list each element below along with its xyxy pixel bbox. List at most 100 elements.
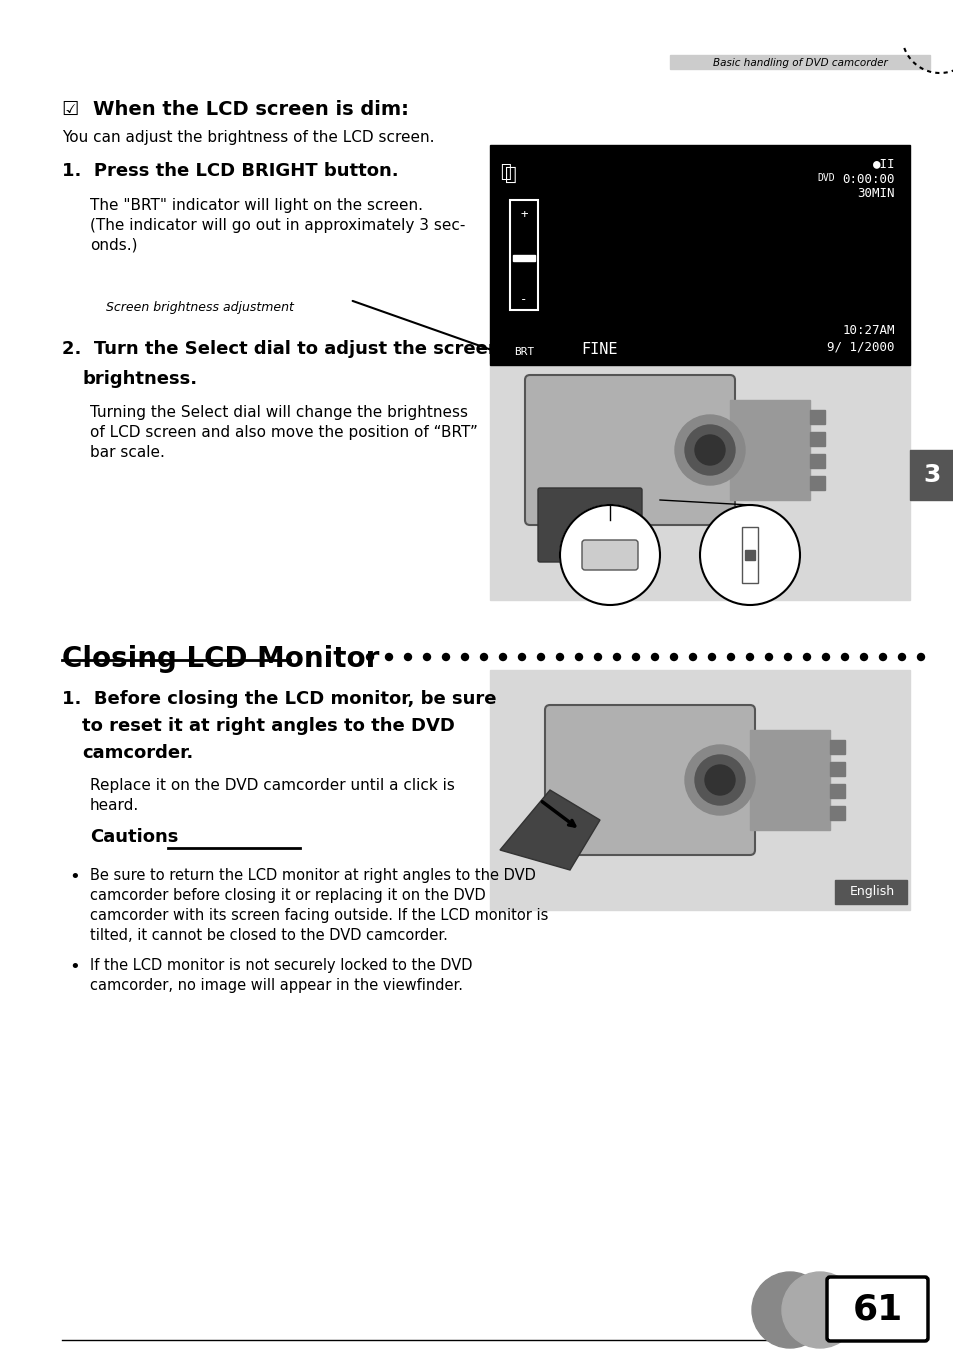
Circle shape — [480, 653, 487, 661]
Text: 🎥: 🎥 — [499, 164, 510, 181]
Circle shape — [821, 653, 828, 661]
Text: camcorder, no image will appear in the viewfinder.: camcorder, no image will appear in the v… — [90, 977, 462, 992]
Text: •: • — [70, 959, 80, 976]
Text: 2.  Turn the Select dial to adjust the screen: 2. Turn the Select dial to adjust the sc… — [62, 339, 500, 358]
Bar — [490, 145, 909, 365]
Text: •: • — [70, 868, 80, 886]
Bar — [829, 763, 844, 776]
Text: 61: 61 — [852, 1293, 902, 1326]
Circle shape — [385, 653, 392, 661]
Circle shape — [632, 653, 639, 661]
Circle shape — [613, 653, 619, 661]
Text: If the LCD monitor is not securely locked to the DVD: If the LCD monitor is not securely locke… — [90, 959, 472, 973]
Circle shape — [802, 653, 810, 661]
Text: camcorder.: camcorder. — [82, 744, 193, 763]
Circle shape — [518, 653, 525, 661]
Text: 10:27AM: 10:27AM — [841, 324, 894, 337]
Circle shape — [684, 745, 754, 815]
Text: bar scale.: bar scale. — [90, 445, 165, 460]
Text: Be sure to return the LCD monitor at right angles to the DVD: Be sure to return the LCD monitor at rig… — [90, 868, 536, 883]
Circle shape — [575, 653, 582, 661]
Bar — [809, 433, 824, 446]
Bar — [669, 55, 929, 69]
Circle shape — [594, 653, 601, 661]
FancyBboxPatch shape — [544, 704, 754, 854]
Circle shape — [651, 653, 658, 661]
Bar — [490, 339, 909, 600]
Text: ⬛: ⬛ — [504, 165, 517, 184]
Text: -: - — [519, 293, 527, 306]
Text: 1.  Press the LCD BRIGHT button.: 1. Press the LCD BRIGHT button. — [62, 162, 398, 180]
Circle shape — [442, 653, 449, 661]
FancyBboxPatch shape — [537, 488, 641, 562]
Circle shape — [745, 653, 753, 661]
Bar — [510, 200, 537, 310]
Bar — [490, 671, 909, 910]
Circle shape — [675, 415, 744, 485]
Text: 9/ 1/2000: 9/ 1/2000 — [826, 339, 894, 353]
Circle shape — [708, 653, 715, 661]
Bar — [809, 454, 824, 468]
Text: +: + — [519, 208, 527, 220]
Bar — [829, 784, 844, 798]
Circle shape — [404, 653, 411, 661]
Bar — [809, 410, 824, 425]
Text: to reset it at right angles to the DVD: to reset it at right angles to the DVD — [82, 717, 455, 735]
Text: Cautions: Cautions — [90, 827, 178, 846]
Bar — [834, 880, 906, 904]
Circle shape — [783, 653, 791, 661]
Circle shape — [689, 653, 696, 661]
FancyBboxPatch shape — [581, 539, 638, 571]
Text: Replace it on the DVD camcorder until a click is: Replace it on the DVD camcorder until a … — [90, 777, 455, 794]
Circle shape — [860, 653, 866, 661]
Text: The "BRT" indicator will light on the screen.: The "BRT" indicator will light on the sc… — [90, 197, 422, 214]
Circle shape — [537, 653, 544, 661]
Text: 0:00:00: 0:00:00 — [841, 173, 894, 187]
Bar — [829, 806, 844, 821]
Text: heard.: heard. — [90, 798, 139, 813]
Text: tilted, it cannot be closed to the DVD camcorder.: tilted, it cannot be closed to the DVD c… — [90, 927, 447, 942]
Bar — [744, 550, 754, 560]
Bar — [513, 256, 535, 261]
Text: (The indicator will go out in approximately 3 sec-: (The indicator will go out in approximat… — [90, 218, 465, 233]
Bar — [741, 527, 758, 583]
FancyBboxPatch shape — [524, 375, 734, 525]
Bar — [809, 476, 824, 489]
Text: English: English — [848, 886, 894, 899]
Bar — [729, 400, 809, 500]
Circle shape — [898, 653, 904, 661]
Text: Screen brightness adjustment: Screen brightness adjustment — [106, 301, 294, 315]
Text: 3: 3 — [923, 462, 940, 487]
Circle shape — [499, 653, 506, 661]
Bar — [829, 740, 844, 754]
Circle shape — [764, 653, 772, 661]
Text: FINE: FINE — [581, 342, 618, 357]
Text: BRT: BRT — [514, 347, 534, 357]
Text: DVD: DVD — [817, 173, 834, 183]
Circle shape — [751, 1272, 827, 1348]
Circle shape — [366, 653, 374, 661]
Circle shape — [841, 653, 847, 661]
Circle shape — [727, 653, 734, 661]
Text: of LCD screen and also move the position of “BRT”: of LCD screen and also move the position… — [90, 425, 477, 439]
Text: Turning the Select dial will change the brightness: Turning the Select dial will change the … — [90, 406, 468, 420]
Circle shape — [695, 435, 724, 465]
Circle shape — [670, 653, 677, 661]
Bar — [909, 450, 953, 500]
Text: camcorder before closing it or replacing it on the DVD: camcorder before closing it or replacing… — [90, 888, 485, 903]
Polygon shape — [499, 790, 599, 869]
Circle shape — [879, 653, 885, 661]
Circle shape — [704, 765, 734, 795]
Bar — [749, 730, 829, 830]
Circle shape — [559, 506, 659, 604]
Text: onds.): onds.) — [90, 238, 137, 253]
Text: 30MIN: 30MIN — [857, 187, 894, 200]
Text: Closing LCD Monitor: Closing LCD Monitor — [62, 645, 379, 673]
Text: You can adjust the brightness of the LCD screen.: You can adjust the brightness of the LCD… — [62, 130, 434, 145]
Circle shape — [423, 653, 430, 661]
Text: ☑  When the LCD screen is dim:: ☑ When the LCD screen is dim: — [62, 100, 409, 119]
Text: 1.  Before closing the LCD monitor, be sure: 1. Before closing the LCD monitor, be su… — [62, 690, 496, 708]
Text: brightness.: brightness. — [82, 370, 197, 388]
Text: Basic handling of DVD camcorder: Basic handling of DVD camcorder — [712, 58, 886, 68]
Text: ●II: ●II — [872, 157, 894, 170]
